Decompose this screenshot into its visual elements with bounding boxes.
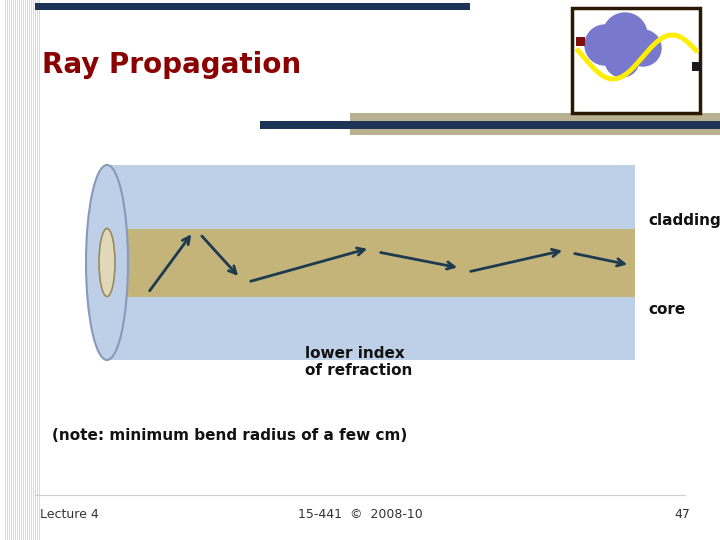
Circle shape (625, 30, 661, 66)
Bar (105, 228, 635, 296)
Text: lower index
of refraction: lower index of refraction (305, 346, 413, 378)
Bar (105, 165, 635, 360)
Bar (33, 0, 35, 540)
Text: 47: 47 (674, 509, 690, 522)
Bar (35, 3, 470, 10)
Circle shape (585, 25, 625, 65)
Bar (13, 0, 14, 540)
Bar (19, 0, 20, 540)
Bar (35, 0, 36, 540)
Bar (21, 0, 22, 540)
Bar (27, 0, 28, 540)
Bar (25, 0, 26, 540)
Circle shape (603, 13, 647, 57)
Bar (31, 0, 32, 540)
Text: 15-441  ©  2008-10: 15-441 © 2008-10 (297, 509, 423, 522)
Text: Lecture 4: Lecture 4 (40, 509, 99, 522)
Text: cladding: cladding (648, 213, 720, 227)
Bar (23, 0, 24, 540)
Text: Ray Propagation: Ray Propagation (42, 51, 301, 79)
Bar (39, 0, 40, 540)
Bar (350, 113, 720, 135)
Bar (29, 0, 30, 540)
Bar (37, 0, 38, 540)
Bar (17, 0, 18, 540)
Bar (9, 0, 10, 540)
Bar (5, 0, 6, 540)
Ellipse shape (86, 165, 128, 360)
Bar (260, 121, 720, 129)
Bar (576, 37, 585, 46)
Bar (11, 0, 12, 540)
Bar (692, 62, 701, 71)
Bar (15, 0, 16, 540)
Ellipse shape (99, 228, 115, 296)
Bar (572, 8, 700, 113)
Text: core: core (648, 302, 685, 318)
Text: (note: minimum bend radius of a few cm): (note: minimum bend radius of a few cm) (52, 428, 408, 442)
Circle shape (605, 43, 639, 77)
Bar (7, 0, 8, 540)
